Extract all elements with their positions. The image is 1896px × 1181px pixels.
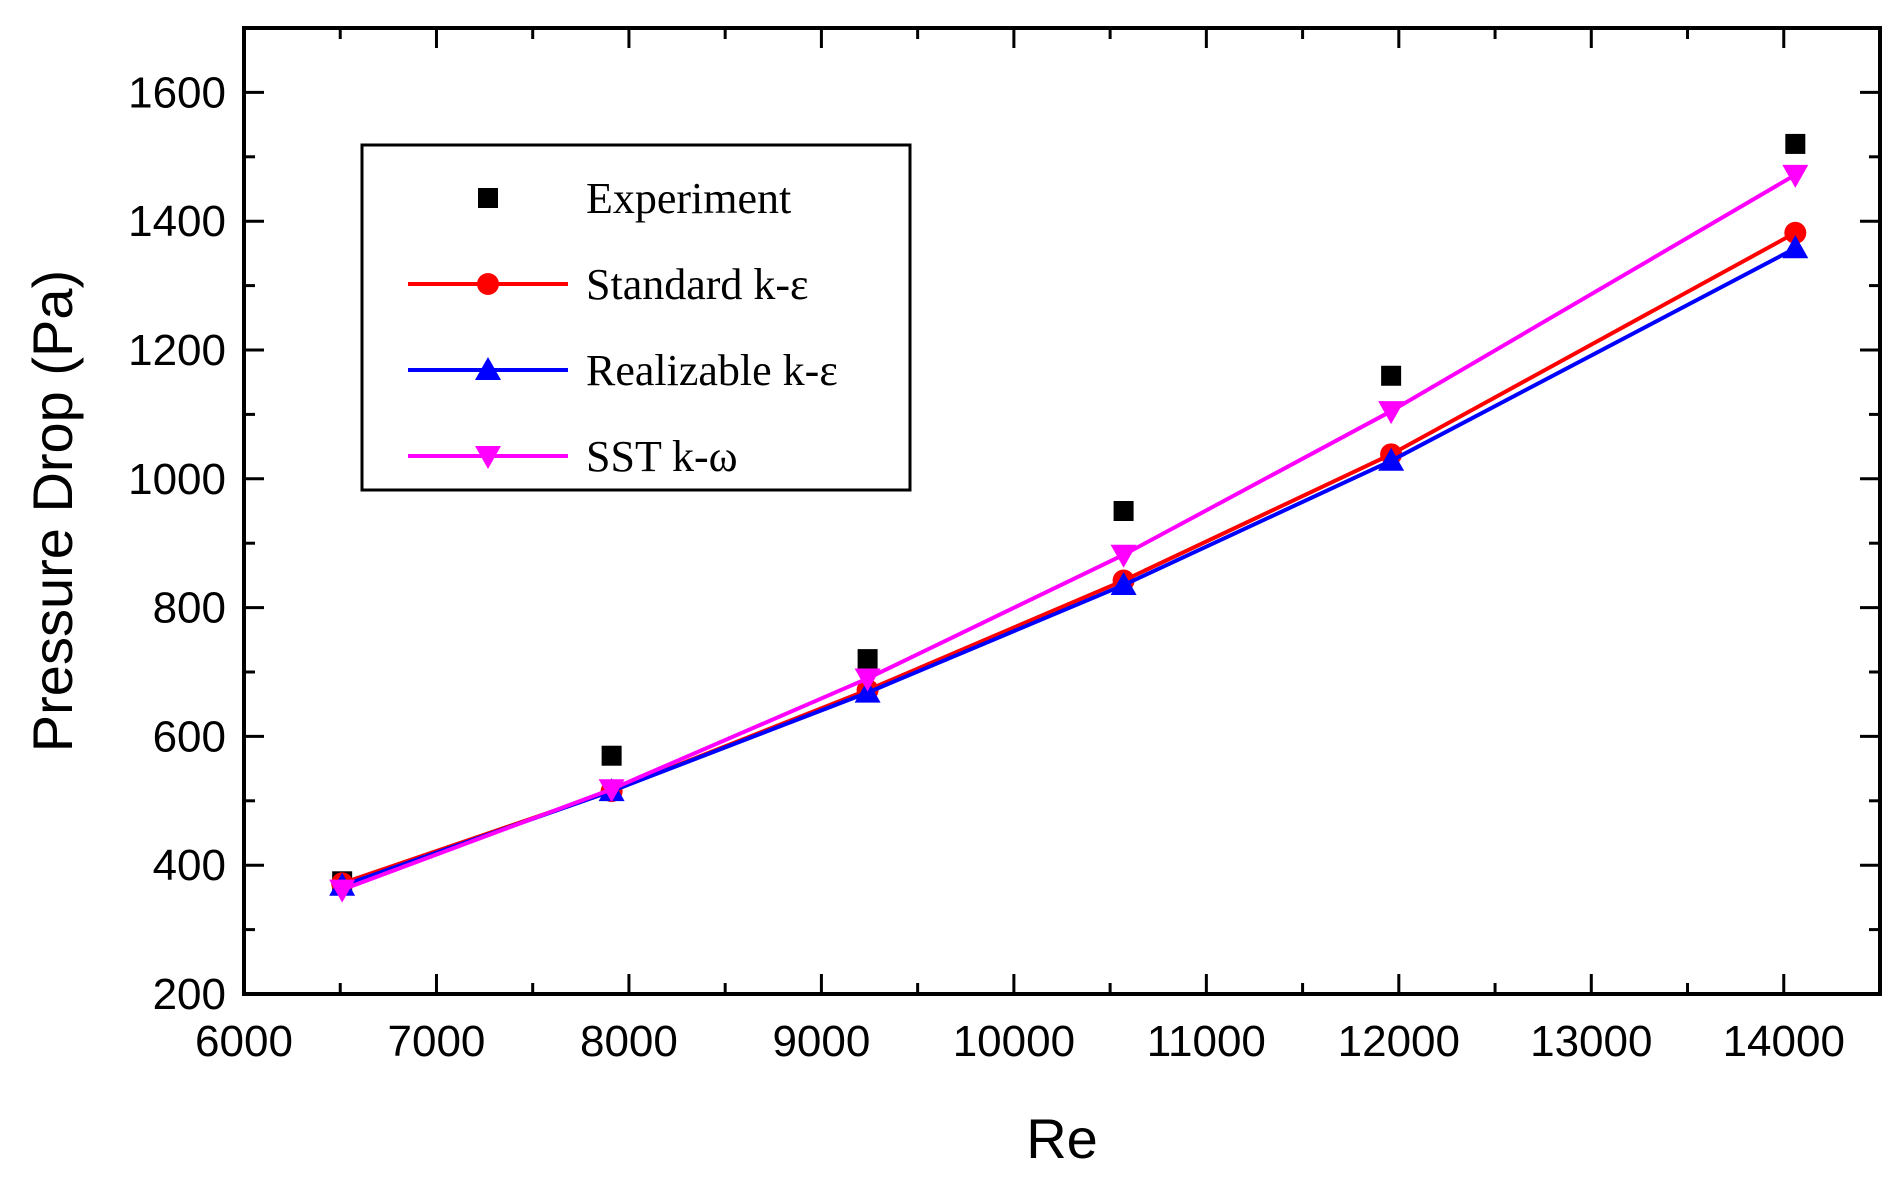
data-point-sst-k	[854, 668, 881, 692]
y-tick-label: 1400	[128, 197, 226, 246]
y-tick-label: 1200	[128, 326, 226, 375]
legend-marker-experiment	[478, 188, 498, 208]
y-tick-label: 200	[153, 970, 226, 1019]
x-tick-label: 8000	[580, 1017, 678, 1066]
legend-marker-sst-k	[475, 446, 501, 469]
legend-label-realizable-k: Realizable k-ε	[586, 346, 838, 395]
series-line-sst-k	[341, 173, 1797, 892]
data-point-sst-k	[1378, 401, 1405, 425]
legend-marker-realizable-k	[475, 357, 501, 380]
plot-frame	[242, 26, 1882, 996]
data-point-sst-k	[598, 779, 625, 803]
x-axis-title: Re	[1026, 1107, 1098, 1170]
legend-marker-standard-k	[477, 273, 499, 295]
x-tick-label: 9000	[772, 1017, 870, 1066]
x-tick-label: 7000	[388, 1017, 486, 1066]
y-tick-label: 1000	[128, 455, 226, 504]
legend-box	[360, 143, 912, 492]
x-tick-label: 10000	[953, 1017, 1075, 1066]
x-tick-label: 12000	[1338, 1017, 1460, 1066]
legend: Experiment Standard k-ε Realizable k-ε SST …	[360, 143, 912, 492]
y-tick-label: 600	[153, 712, 226, 761]
y-tick-label: 400	[153, 841, 226, 890]
y-axis-title: Pressure Drop (Pa)	[21, 270, 84, 752]
data-point-experiment	[1113, 501, 1134, 521]
tick-labels-layer: 6000 7000 8000 9000 10000 11000 12000 13000 1400…	[128, 68, 1845, 1066]
data-point-experiment	[601, 745, 622, 766]
data-point-sst-k	[329, 879, 356, 903]
y-tick-label: 800	[153, 584, 226, 633]
legend-label-experiment: Experiment	[586, 174, 791, 223]
x-tick-label: 11000	[1147, 1017, 1266, 1066]
data-point-experiment	[857, 649, 878, 670]
data-point-realizable-k	[1110, 572, 1137, 596]
data-point-sst-k	[1782, 164, 1809, 188]
x-tick-label: 14000	[1723, 1017, 1845, 1066]
data-point-standard-k	[1784, 221, 1807, 244]
series-layer	[329, 133, 1809, 903]
data-point-experiment	[1785, 133, 1806, 154]
legend-label-sst-k: SST k-ω	[586, 432, 738, 481]
x-tick-label: 6000	[195, 1017, 293, 1066]
y-tick-label: 1600	[128, 68, 226, 117]
data-point-sst-k	[1110, 544, 1137, 568]
data-point-realizable-k	[1378, 447, 1405, 471]
x-tick-label: 13000	[1530, 1017, 1652, 1066]
series-sst-k	[329, 164, 1809, 903]
data-point-experiment	[1381, 365, 1402, 386]
legend-label-standard-k: Standard k-ε	[586, 260, 809, 309]
data-point-realizable-k	[1782, 235, 1809, 259]
